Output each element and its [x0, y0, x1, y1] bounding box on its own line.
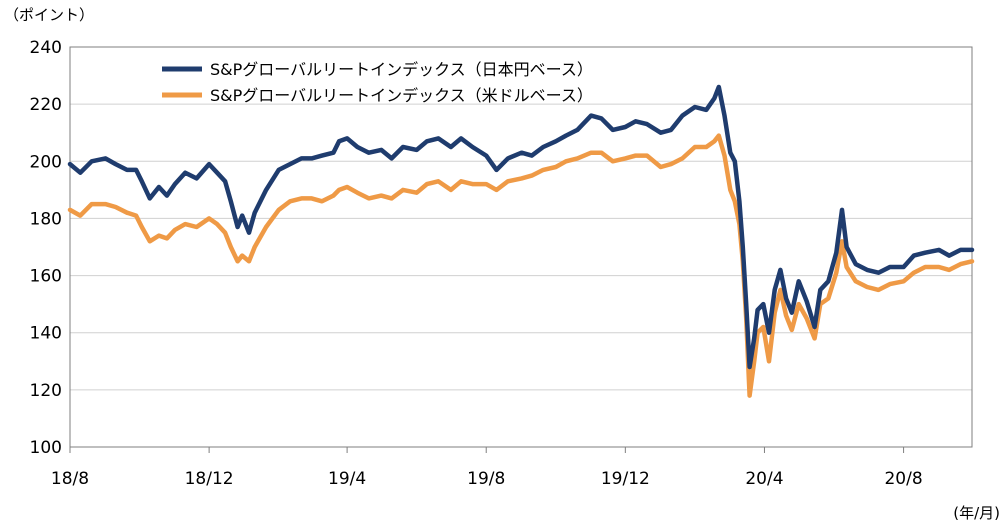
legend-label-jpy: S&Pグローバルリートインデックス（日本円ベース） [210, 60, 593, 79]
x-tick-label: 20/4 [745, 469, 783, 489]
y-tick-label: 220 [30, 95, 62, 115]
x-tick-label: 19/8 [467, 469, 505, 489]
x-tick-label: 18/12 [185, 469, 234, 489]
legend: S&Pグローバルリートインデックス（日本円ベース） S&Pグローバルリートインデ… [162, 60, 593, 105]
y-tick-label: 100 [30, 438, 62, 458]
plot-area-frame [69, 46, 973, 448]
series-line-jpy [67, 84, 975, 370]
legend-label-usd: S&Pグローバルリートインデックス（米ドルベース） [210, 86, 593, 105]
x-axis-ticks: 18/8 18/12 19/4 19/8 19/12 20/4 20/8 [51, 447, 923, 489]
y-tick-label: 180 [30, 209, 62, 229]
x-tick-label: 18/8 [51, 469, 89, 489]
y-axis-ticks: 100 120 140 160 180 200 220 240 [30, 38, 62, 458]
y-tick-label: 120 [30, 381, 62, 401]
x-tick-label: 19/4 [328, 469, 366, 489]
y-axis-unit-label: （ポイント） [4, 6, 94, 24]
series-line-usd [67, 133, 975, 398]
x-axis-unit-label: (年/月) [953, 504, 1000, 522]
y-tick-label: 160 [30, 267, 62, 287]
x-tick-label: 20/8 [884, 469, 922, 489]
series-lines [67, 84, 975, 398]
y-tick-label: 200 [30, 152, 62, 172]
gridlines [70, 103, 972, 391]
x-tick-label: 19/12 [601, 469, 650, 489]
y-tick-label: 240 [30, 38, 62, 58]
y-tick-label: 140 [30, 324, 62, 344]
